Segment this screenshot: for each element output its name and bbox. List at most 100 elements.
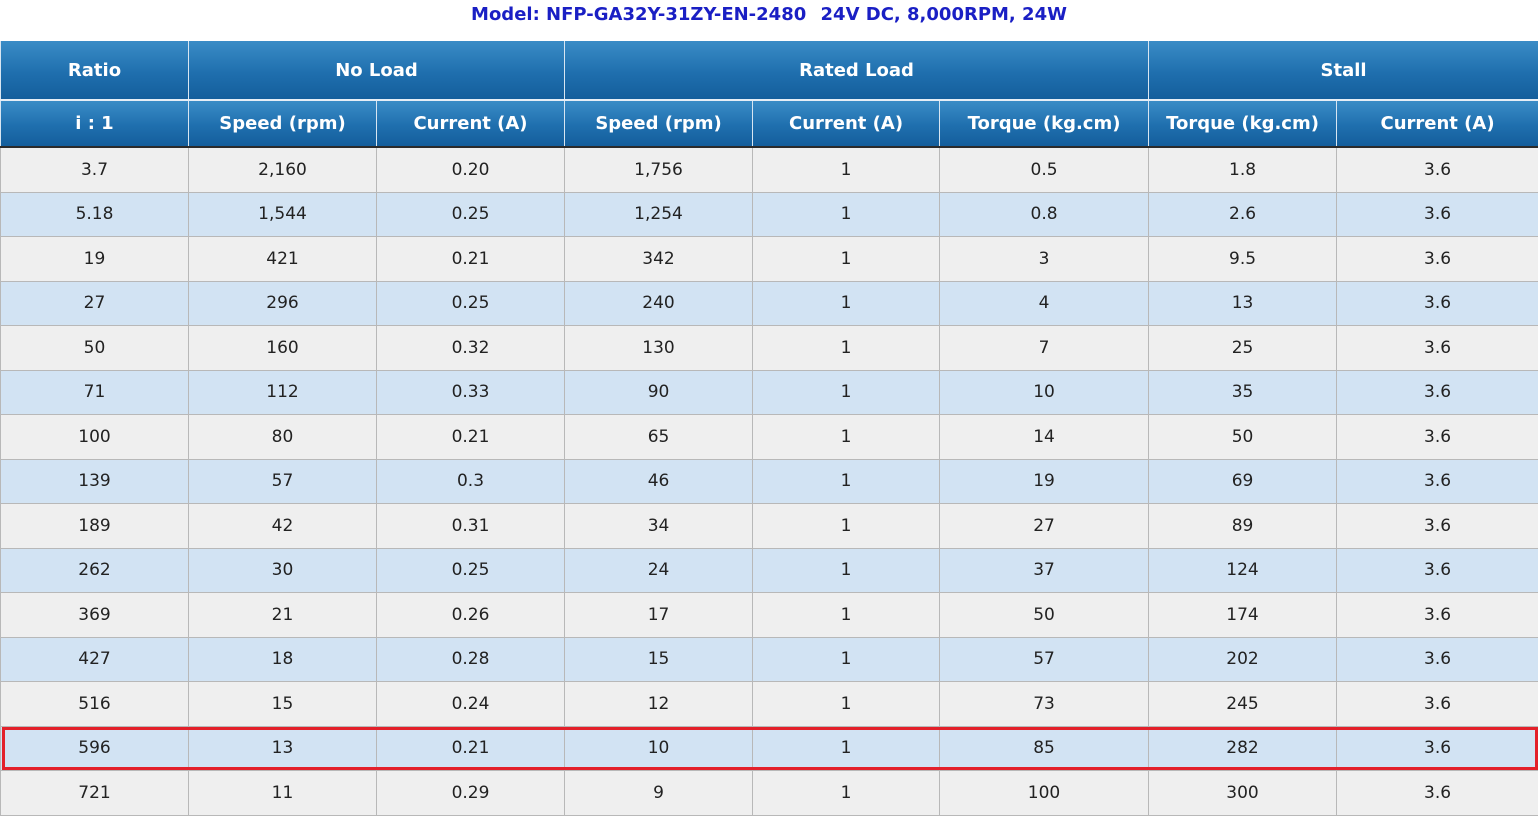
table-cell: 5.18 — [0, 191, 189, 237]
table-cell: 1 — [752, 414, 941, 460]
table-cell: 0.8 — [939, 191, 1150, 237]
table-cell: 2.6 — [1148, 191, 1338, 237]
table-row: 369 21 0.26 17 1 50 174 3.6 — [0, 592, 1538, 638]
table-cell: 124 — [1148, 547, 1338, 593]
table-cell: 1.8 — [1148, 146, 1338, 193]
table-cell: 0.29 — [375, 770, 566, 816]
table-cell: 189 — [0, 503, 189, 549]
table-cell: 0.33 — [375, 369, 566, 415]
col-stall-current: Current (A) — [1336, 100, 1538, 148]
table-cell: 721 — [0, 770, 189, 816]
table-cell: 300 — [1148, 770, 1338, 816]
table-cell: 3.6 — [1336, 681, 1538, 727]
table-cell: 100 — [939, 770, 1150, 816]
table-row: 50 160 0.32 130 1 7 25 3.6 — [0, 325, 1538, 371]
table-cell: 50 — [939, 592, 1150, 638]
table-cell: 3.6 — [1336, 414, 1538, 460]
table-cell: 296 — [188, 280, 377, 326]
table-cell: 12 — [564, 681, 754, 727]
table-cell: 0.21 — [375, 236, 566, 282]
spec-table: Ratio No Load Rated Load Stall i : 1 Spe… — [0, 41, 1538, 816]
table-cell: 85 — [939, 725, 1150, 771]
table-cell: 369 — [0, 592, 189, 638]
table-cell: 0.24 — [375, 681, 566, 727]
table-cell: 4 — [939, 280, 1150, 326]
table-cell: 19 — [939, 458, 1150, 504]
table-row: 596 13 0.21 10 1 85 282 3.6 — [0, 725, 1538, 771]
table-cell: 19 — [0, 236, 189, 282]
table-cell: 0.5 — [939, 146, 1150, 193]
table-cell: 27 — [939, 503, 1150, 549]
table-cell: 9 — [564, 770, 754, 816]
table-cell: 139 — [0, 458, 189, 504]
table-cell: 1 — [752, 636, 941, 682]
table-cell: 15 — [564, 636, 754, 682]
table-cell: 50 — [0, 325, 189, 371]
table-row: 5.18 1,544 0.25 1,254 1 0.8 2.6 3.6 — [0, 191, 1538, 237]
table-cell: 262 — [0, 547, 189, 593]
table-cell: 24 — [564, 547, 754, 593]
col-rated-current: Current (A) — [752, 100, 941, 148]
table-cell: 3.6 — [1336, 725, 1538, 771]
table-cell: 3 — [939, 236, 1150, 282]
table-cell: 3.6 — [1336, 191, 1538, 237]
model-title: Model: NFP-GA32Y-31ZY-EN-2480 24V DC, 8,… — [0, 0, 1538, 30]
col-noload-current: Current (A) — [375, 100, 566, 148]
table-cell: 73 — [939, 681, 1150, 727]
table-cell: 35 — [1148, 369, 1338, 415]
table-cell: 3.6 — [1336, 146, 1538, 193]
col-rated-speed: Speed (rpm) — [564, 100, 754, 148]
table-cell: 1 — [752, 770, 941, 816]
table-cell: 1 — [752, 681, 941, 727]
table-cell: 57 — [939, 636, 1150, 682]
header-stall: Stall — [1148, 41, 1538, 101]
table-cell: 10 — [939, 369, 1150, 415]
table-cell: 1,254 — [564, 191, 754, 237]
model-name: Model: NFP-GA32Y-31ZY-EN-2480 — [471, 4, 807, 25]
table-cell: 3.6 — [1336, 592, 1538, 638]
table-row: 516 15 0.24 12 1 73 245 3.6 — [0, 681, 1538, 727]
col-ratio: i : 1 — [0, 100, 189, 148]
table-cell: 1,756 — [564, 146, 754, 193]
table-cell: 3.6 — [1336, 636, 1538, 682]
group-header-row: Ratio No Load Rated Load Stall — [0, 41, 1538, 101]
table-cell: 0.25 — [375, 547, 566, 593]
table-cell: 112 — [188, 369, 377, 415]
table-cell: 2,160 — [188, 146, 377, 193]
table-cell: 202 — [1148, 636, 1338, 682]
table-cell: 80 — [188, 414, 377, 460]
col-stall-torque: Torque (kg.cm) — [1148, 100, 1338, 148]
table-cell: 1 — [752, 191, 941, 237]
table-row: 139 57 0.3 46 1 19 69 3.6 — [0, 458, 1538, 504]
table-cell: 3.6 — [1336, 458, 1538, 504]
table-cell: 3.6 — [1336, 503, 1538, 549]
model-specs: 24V DC, 8,000RPM, 24W — [820, 4, 1067, 25]
table-cell: 100 — [0, 414, 189, 460]
table-cell: 1 — [752, 325, 941, 371]
table-cell: 1 — [752, 236, 941, 282]
table-cell: 1 — [752, 503, 941, 549]
table-cell: 3.6 — [1336, 280, 1538, 326]
table-cell: 1 — [752, 547, 941, 593]
table-cell: 13 — [188, 725, 377, 771]
table-cell: 30 — [188, 547, 377, 593]
table-cell: 15 — [188, 681, 377, 727]
table-row: 100 80 0.21 65 1 14 50 3.6 — [0, 414, 1538, 460]
table-cell: 50 — [1148, 414, 1338, 460]
table-cell: 240 — [564, 280, 754, 326]
table-cell: 427 — [0, 636, 189, 682]
table-cell: 1 — [752, 725, 941, 771]
table-cell: 14 — [939, 414, 1150, 460]
column-header-row: i : 1 Speed (rpm) Current (A) Speed (rpm… — [0, 100, 1538, 148]
table-row: 262 30 0.25 24 1 37 124 3.6 — [0, 547, 1538, 593]
table-cell: 421 — [188, 236, 377, 282]
table-cell: 1 — [752, 280, 941, 326]
table-cell: 0.3 — [375, 458, 566, 504]
table-cell: 11 — [188, 770, 377, 816]
table-cell: 0.20 — [375, 146, 566, 193]
table-cell: 1 — [752, 369, 941, 415]
table-row: 189 42 0.31 34 1 27 89 3.6 — [0, 503, 1538, 549]
table-row: 3.7 2,160 0.20 1,756 1 0.5 1.8 3.6 — [0, 146, 1538, 193]
table-cell: 10 — [564, 725, 754, 771]
table-cell: 0.25 — [375, 280, 566, 326]
